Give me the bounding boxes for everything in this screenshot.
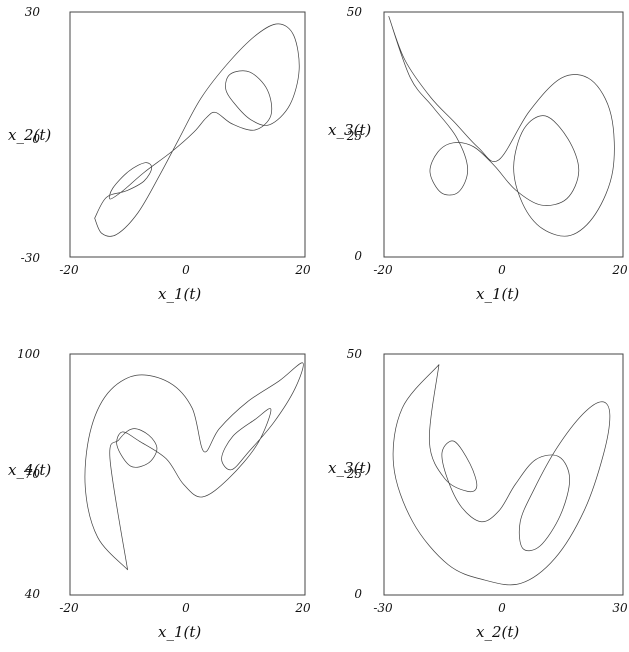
chart-x1-x3: 50 25 0 -20 0 20 x_3(t) x_1(t): [318, 0, 628, 310]
chart-x2-x3-svg: 50 25 0 -30 0 30 x_3(t) x_2(t): [328, 347, 628, 641]
x-tick-label: -20: [59, 601, 79, 615]
y-tick-label: 50: [347, 347, 363, 361]
chart-x1-x3-svg: 50 25 0 -20 0 20 x_3(t) x_1(t): [328, 5, 628, 303]
trajectory-line: [392, 364, 611, 586]
y-tick-label: 50: [347, 5, 363, 19]
chart-x1-x2-svg: 30 0 -30 -20 0 20 x_2(t) x_1(t): [8, 5, 311, 303]
y-tick-label: 0: [32, 132, 40, 146]
trajectory-line: [388, 16, 615, 237]
x-axis-label: x_1(t): [158, 285, 201, 303]
chart-x1-x4-svg: 100 70 40 -20 0 20 x_4(t) x_1(t): [8, 347, 311, 641]
plot-frame: [69, 353, 306, 596]
chart-x1-x2: 30 0 -30 -20 0 20 x_2(t) x_1(t): [0, 0, 311, 310]
y-axis-label: x_4(t): [8, 461, 51, 479]
x-axis-label: x_1(t): [476, 285, 519, 303]
x-tick-label: 30: [612, 601, 628, 615]
plot-frame: [69, 11, 306, 258]
trajectory-group: [84, 362, 304, 571]
trajectory-group: [94, 23, 300, 237]
x-tick-label: 0: [498, 263, 506, 277]
y-axis-label: x_2(t): [8, 126, 51, 144]
x-tick-label: -30: [373, 601, 393, 615]
chart-x1-x4: 100 70 40 -20 0 20 x_4(t) x_1(t): [0, 338, 311, 648]
trajectory-line: [84, 362, 304, 571]
y-tick-label: 30: [25, 5, 41, 19]
x-tick-label: -20: [373, 263, 393, 277]
x-tick-label: 20: [294, 601, 310, 615]
y-axis-label: x_3(t): [328, 121, 371, 139]
x-axis-label: x_1(t): [158, 623, 201, 641]
y-tick-label: 25: [346, 129, 362, 143]
y-tick-label: -30: [21, 251, 41, 265]
y-tick-label: 70: [25, 467, 41, 481]
x-tick-label: 0: [498, 601, 506, 615]
y-axis-label: x_3(t): [328, 459, 371, 477]
y-tick-label: 100: [17, 347, 40, 361]
plot-frame: [383, 11, 624, 258]
x-tick-label: -20: [59, 263, 79, 277]
y-tick-label: 25: [346, 467, 362, 481]
y-tick-label: 0: [354, 587, 362, 601]
trajectory-group: [392, 364, 611, 586]
y-tick-label: 40: [24, 587, 41, 601]
x-tick-label: 0: [182, 601, 190, 615]
x-tick-label: 20: [294, 263, 310, 277]
trajectory-line: [94, 23, 300, 237]
x-tick-label: 0: [182, 263, 190, 277]
x-axis-label: x_2(t): [476, 623, 519, 641]
y-tick-label: 0: [354, 249, 362, 263]
trajectory-group: [388, 16, 615, 237]
plot-frame: [383, 353, 624, 596]
x-tick-label: 20: [611, 263, 628, 277]
chart-x2-x3: 50 25 0 -30 0 30 x_3(t) x_2(t): [318, 338, 628, 648]
